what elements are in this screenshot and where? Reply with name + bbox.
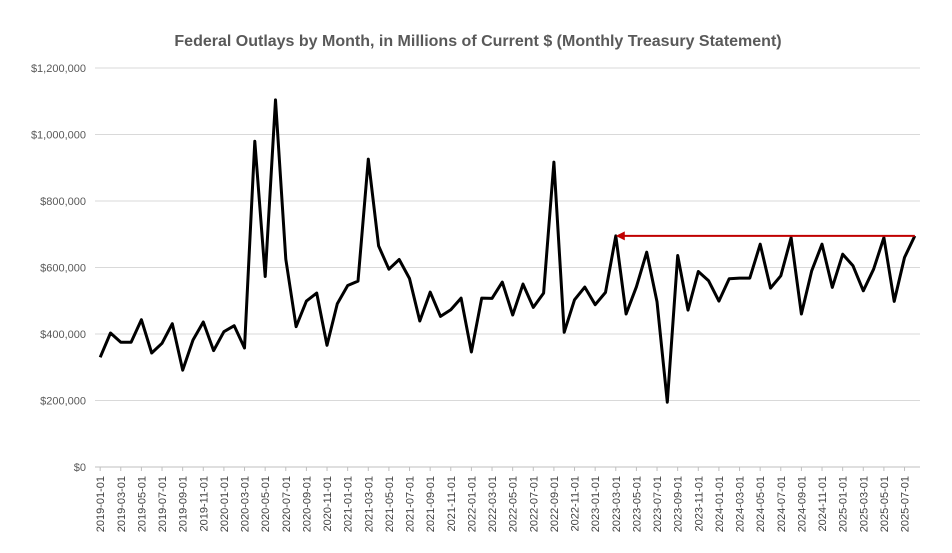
x-tick-label: 2022-09-01 (549, 476, 561, 532)
x-tick-label: 2024-11-01 (817, 476, 829, 531)
x-tick-label: 2022-07-01 (528, 476, 540, 532)
y-tick-label: $1,200,000 (31, 63, 86, 75)
x-tick-label: 2019-09-01 (178, 476, 190, 532)
x-tick-label: 2021-11-01 (446, 476, 458, 531)
x-tick-label: 2024-09-01 (796, 476, 808, 532)
x-tick-label: 2025-01-01 (838, 476, 850, 532)
series-line (98, 98, 917, 404)
y-tick-label: $400,000 (40, 329, 86, 341)
x-tick-label: 2023-01-01 (590, 476, 602, 532)
x-tick-label: 2025-05-01 (879, 476, 891, 532)
x-tick-label: 2019-07-01 (157, 476, 169, 532)
y-tick-label: $200,000 (40, 396, 86, 408)
chart-title: Federal Outlays by Month, in Millions of… (174, 33, 781, 50)
x-tick-label: 2022-11-01 (570, 476, 582, 531)
y-tick-label: $800,000 (40, 196, 86, 208)
x-tick-label: 2024-01-01 (714, 476, 726, 532)
gridlines (95, 67, 920, 401)
y-tick-label: $1,000,000 (31, 130, 86, 142)
x-tick-label: 2025-03-01 (858, 476, 870, 532)
x-tick-label: 2021-09-01 (425, 476, 437, 532)
x-tick-label: 2019-01-01 (95, 476, 107, 532)
x-tick-label: 2021-01-01 (343, 476, 355, 532)
x-tick-label: 2020-03-01 (240, 476, 252, 532)
x-tick-label: 2020-01-01 (219, 476, 231, 532)
annotation-arrow-head (615, 231, 625, 241)
x-tick-label: 2022-03-01 (487, 476, 499, 532)
x-tick-label: 2020-05-01 (260, 476, 272, 532)
x-tick-label: 2022-05-01 (508, 476, 520, 532)
y-tick-label: $600,000 (40, 263, 86, 275)
x-tick-label: 2021-03-01 (363, 476, 375, 532)
x-tick-label: 2023-05-01 (631, 476, 643, 532)
x-tick-label: 2024-05-01 (755, 476, 767, 532)
x-tick-label: 2019-11-01 (198, 476, 210, 531)
x-axis-tick-labels: 2019-01-01 2019-03-01 2019-05-01 2019-07-01… (95, 467, 912, 532)
x-tick-label: 2021-05-01 (384, 476, 396, 532)
x-tick-label: 2021-07-01 (405, 476, 417, 532)
x-tick-label: 2020-09-01 (301, 476, 313, 532)
x-tick-label: 2022-01-01 (466, 476, 478, 532)
y-axis-tick-labels: $0 $200,000 $400,000 $600,000 $800,000 $1,000… (31, 63, 86, 474)
x-tick-label: 2025-07-01 (900, 476, 912, 532)
x-tick-label: 2020-07-01 (281, 476, 293, 532)
x-tick-label: 2019-03-01 (116, 476, 128, 532)
y-tick-label: $0 (74, 462, 86, 474)
x-tick-label: 2020-11-01 (322, 476, 334, 531)
x-tick-label: 2023-09-01 (673, 476, 685, 532)
x-tick-label: 2023-07-01 (652, 476, 664, 532)
x-tick-label: 2023-03-01 (611, 476, 623, 532)
x-tick-label: 2024-03-01 (735, 476, 747, 532)
x-tick-label: 2024-07-01 (776, 476, 788, 532)
x-tick-label: 2019-05-01 (136, 476, 148, 532)
annotation-arrow (615, 231, 915, 241)
x-tick-label: 2023-11-01 (693, 476, 705, 531)
